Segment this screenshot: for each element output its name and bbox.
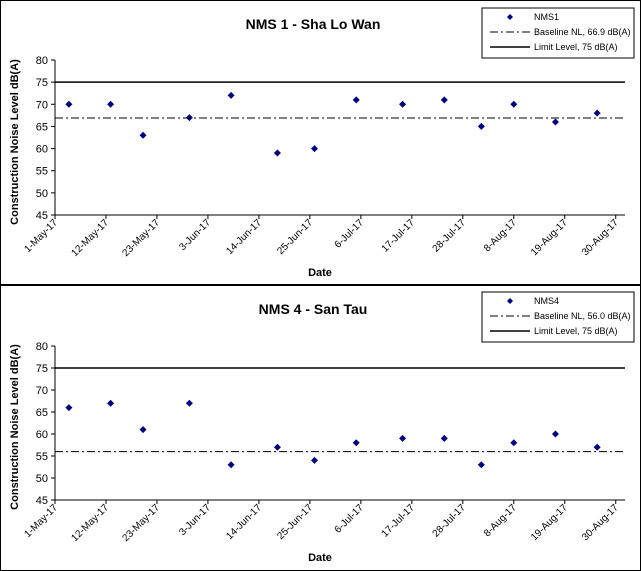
y-tick-label: 45 bbox=[36, 210, 48, 222]
data-point bbox=[352, 439, 360, 447]
data-point bbox=[311, 456, 319, 464]
legend: NMS1 Baseline NL, 66.9 dB(A) Limit Level, … bbox=[481, 7, 635, 59]
y-tick-label: 65 bbox=[36, 121, 48, 133]
data-point bbox=[593, 443, 601, 451]
y-tick-label: 60 bbox=[36, 144, 48, 156]
chart-panel-nms4: NMS 4 - San Tau Construction Noise Level… bbox=[0, 285, 641, 571]
legend-marker bbox=[507, 298, 513, 304]
y-tick-label: 75 bbox=[36, 77, 48, 89]
legend-label: NMS1 bbox=[534, 12, 559, 22]
y-tick-label: 55 bbox=[36, 166, 48, 178]
data-point bbox=[551, 430, 559, 438]
data-point bbox=[139, 131, 147, 139]
legend-box bbox=[481, 7, 635, 59]
data-point bbox=[551, 118, 559, 126]
y-tick-label: 55 bbox=[36, 451, 48, 463]
data-point bbox=[273, 149, 281, 157]
data-point bbox=[65, 100, 73, 108]
chart-panel-nms1: NMS 1 - Sha Lo Wan Construction Noise Le… bbox=[0, 0, 641, 285]
data-point bbox=[477, 122, 485, 130]
data-point bbox=[510, 100, 518, 108]
y-tick-label: 50 bbox=[36, 473, 48, 485]
data-point bbox=[352, 96, 360, 104]
data-point bbox=[273, 443, 281, 451]
y-tick-label: 45 bbox=[36, 495, 48, 507]
data-point bbox=[440, 434, 448, 442]
data-point bbox=[440, 96, 448, 104]
y-axis-title: Construction Noise Level dB(A) bbox=[9, 344, 21, 510]
y-tick-label: 80 bbox=[36, 341, 48, 353]
data-point bbox=[399, 434, 407, 442]
data-point bbox=[311, 145, 319, 153]
x-axis-title: Date bbox=[308, 267, 332, 279]
y-tick-label: 70 bbox=[36, 385, 48, 397]
y-tick-label: 65 bbox=[36, 407, 48, 419]
legend-marker bbox=[507, 14, 513, 20]
x-axis-title: Date bbox=[308, 552, 332, 564]
y-tick-label: 70 bbox=[36, 99, 48, 111]
legend: NMS4 Baseline NL, 56.0 dB(A) Limit Level, … bbox=[481, 291, 635, 343]
legend-label: Baseline NL, 56.0 dB(A) bbox=[534, 311, 631, 321]
data-point bbox=[139, 426, 147, 434]
data-point bbox=[510, 439, 518, 447]
legend-label: Limit Level, 75 dB(A) bbox=[534, 42, 618, 52]
chart-title: NMS 1 - Sha Lo Wan bbox=[246, 16, 381, 32]
chart-title: NMS 4 - San Tau bbox=[259, 301, 368, 317]
data-point bbox=[593, 109, 601, 117]
y-tick-label: 60 bbox=[36, 429, 48, 441]
data-point bbox=[399, 100, 407, 108]
legend-label: Limit Level, 75 dB(A) bbox=[534, 326, 618, 336]
data-point bbox=[107, 399, 115, 407]
legend-box bbox=[481, 291, 635, 343]
y-axis-title: Construction Noise Level dB(A) bbox=[9, 59, 21, 225]
data-point bbox=[107, 100, 115, 108]
data-point bbox=[227, 91, 235, 99]
data-point bbox=[65, 404, 73, 412]
legend-label: Baseline NL, 66.9 dB(A) bbox=[534, 27, 631, 37]
y-tick-label: 75 bbox=[36, 363, 48, 375]
y-tick-label: 80 bbox=[36, 55, 48, 67]
data-point bbox=[477, 461, 485, 469]
data-point bbox=[185, 399, 193, 407]
data-point bbox=[227, 461, 235, 469]
legend-label: NMS4 bbox=[534, 296, 559, 306]
y-tick-label: 50 bbox=[36, 188, 48, 200]
